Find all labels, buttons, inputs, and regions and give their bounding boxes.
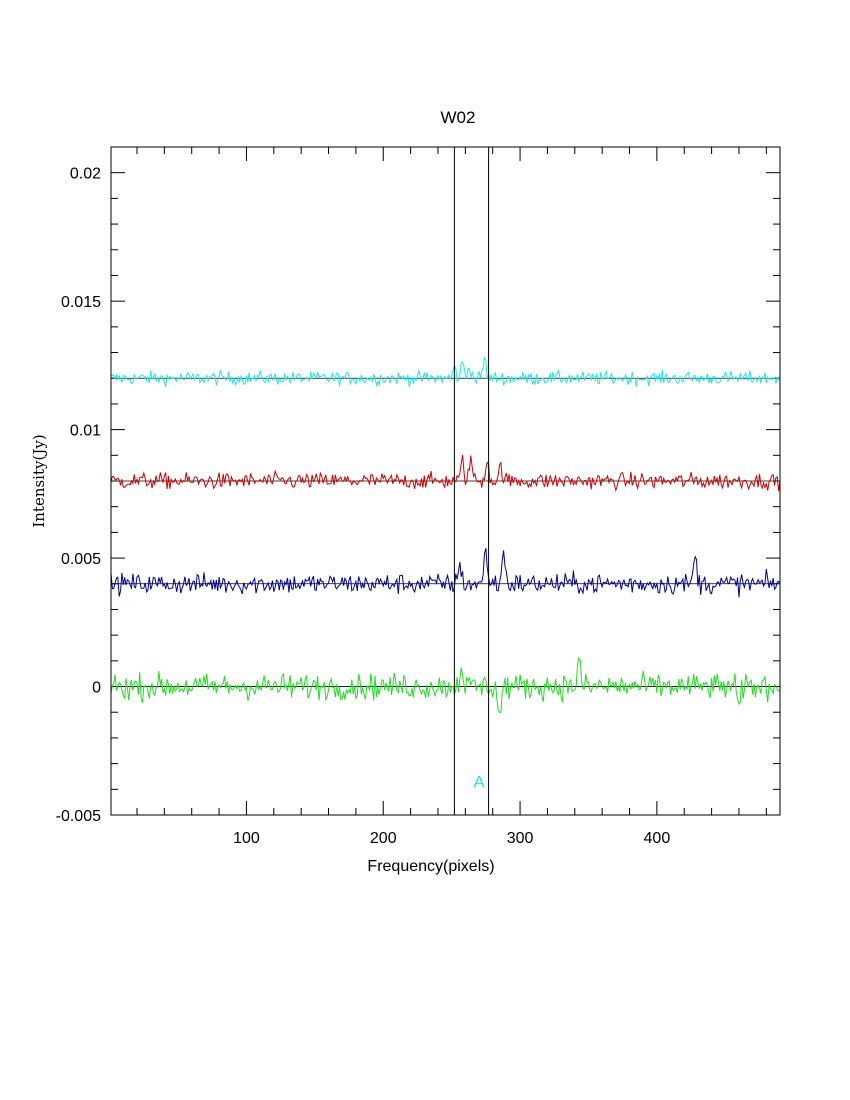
y-tick-label: 0 [92, 680, 101, 697]
x-tick-label: 300 [507, 830, 534, 847]
y-tick-label: 0.01 [70, 423, 101, 440]
x-axis-ticks: 100 200 300 400 [136, 147, 767, 847]
series-line-2 [110, 548, 781, 598]
x-tick-label: 400 [644, 830, 671, 847]
x-tick-label: 200 [370, 830, 397, 847]
y-axis-label: Intensity(Jy) [30, 434, 48, 527]
y-tick-label: -0.005 [56, 808, 101, 825]
plot-frame [110, 146, 781, 816]
y-tick-label: 0.02 [70, 166, 101, 183]
series-line-3 [110, 656, 781, 713]
y-axis-ticks: -0.005 0 0.005 0.01 0.015 0.02 [56, 146, 780, 825]
series-line-1 [110, 454, 781, 493]
series-line-0 [110, 356, 781, 387]
region-label-a: A [473, 773, 485, 792]
series-group [110, 356, 781, 713]
chart-title: W02 [441, 108, 476, 127]
vertical-markers [453, 147, 490, 815]
x-tick-label: 100 [233, 830, 260, 847]
x-axis-label: Frequency(pixels) [367, 858, 494, 875]
y-tick-label: 0.005 [61, 551, 101, 568]
y-tick-label: 0.015 [61, 294, 101, 311]
